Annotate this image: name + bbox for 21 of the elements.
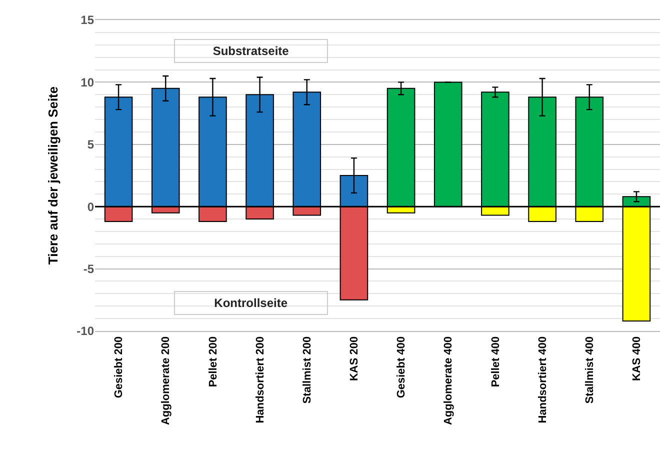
x-tick-label: Stallmist 200 <box>301 336 314 404</box>
annotation: Kontrollseite <box>214 296 288 310</box>
x-tick-label: KAS 200 <box>348 336 361 382</box>
y-tick-label: 0 <box>87 200 94 214</box>
x-tick-label: Gesiebt 200 <box>113 336 126 398</box>
y-tick-label: 5 <box>87 138 94 152</box>
x-tick-label: Agglomerate 400 <box>442 336 455 426</box>
y-tick-label: 15 <box>80 13 94 28</box>
x-tick-label: Handsortiert 400 <box>536 336 549 424</box>
x-tick-label: KAS 400 <box>631 336 644 382</box>
x-tick-label: Handsortiert 200 <box>254 336 266 424</box>
x-tick-label: Agglomerate 200 <box>160 336 172 426</box>
x-tick-label: Gesiebt 400 <box>396 336 408 398</box>
y-tick-label: -5 <box>83 262 94 276</box>
annotation: Substratseite <box>212 44 290 58</box>
x-tick-label: Stallmist 400 <box>584 336 596 404</box>
y-axis-title: Tiere auf der jeweiligen Seite <box>46 86 61 265</box>
y-tick-label: 10 <box>80 75 94 90</box>
y-tick-label: -10 <box>76 324 94 338</box>
x-tick-label: Pellet 200 <box>207 336 220 388</box>
x-tick-label: Pellet 400 <box>490 336 502 388</box>
